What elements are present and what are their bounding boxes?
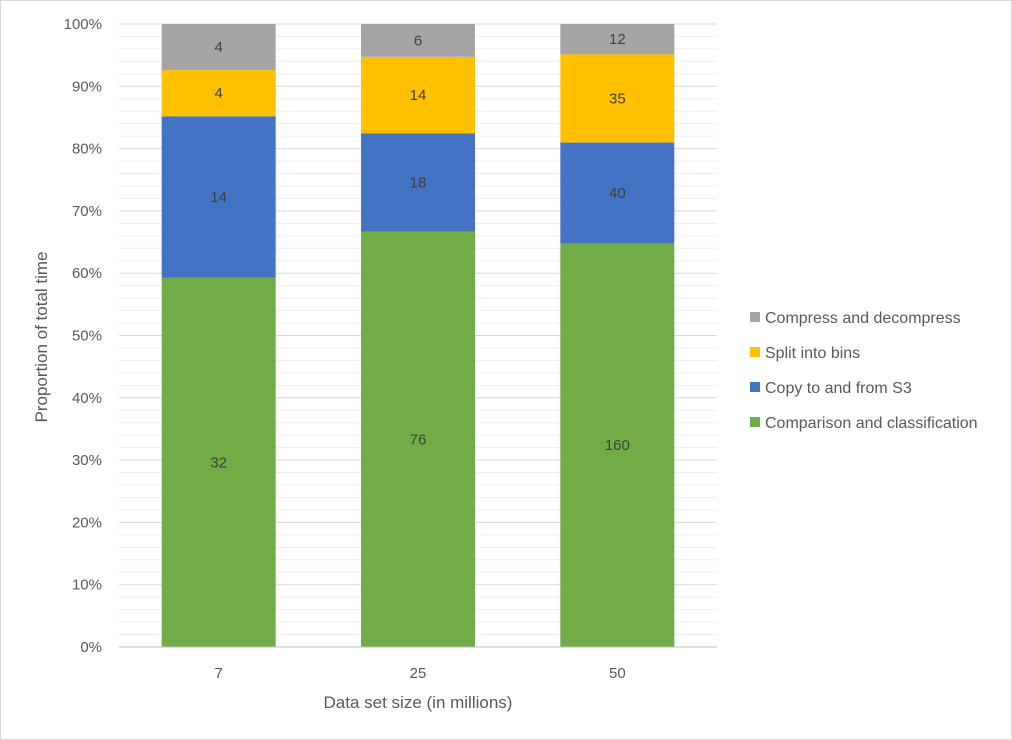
- data-label: 14: [410, 87, 427, 104]
- legend-label: Compress and decompress: [765, 310, 961, 327]
- y-tick-label: 60%: [72, 265, 102, 282]
- x-tick-label: 7: [214, 665, 222, 682]
- y-tick-label: 100%: [64, 16, 102, 33]
- data-label: 18: [410, 174, 427, 191]
- x-tick-label: 50: [609, 665, 626, 682]
- bar-segment: [361, 133, 475, 232]
- bar-segment: [560, 54, 675, 143]
- x-tick-label: 25: [410, 665, 427, 682]
- y-tick-label: 90%: [72, 78, 102, 95]
- data-label: 76: [410, 431, 427, 448]
- bar-segment: [560, 243, 675, 647]
- data-label: 40: [609, 185, 626, 202]
- bar-segment: [361, 24, 475, 57]
- bar-segment: [161, 116, 276, 278]
- bar-segment: [161, 277, 276, 647]
- bars: [161, 24, 675, 647]
- data-label: 14: [210, 189, 227, 206]
- data-label: 160: [605, 437, 630, 454]
- bar-segment: [361, 56, 475, 134]
- y-axis: 0% 10% 20% 30% 40% 50% 60% 70% 80% 90% 100%: [64, 16, 102, 656]
- data-labels: 32 14 4 4 76 18 14 6 160 40 35 12: [210, 31, 630, 471]
- y-tick-label: 70%: [72, 203, 102, 220]
- data-label: 4: [214, 85, 222, 102]
- bar-segment: [560, 142, 675, 244]
- data-label: 12: [609, 31, 626, 48]
- data-label: 32: [210, 454, 227, 471]
- legend-label: Split into bins: [765, 345, 860, 362]
- legend: Compress and decompress Split into bins Co…: [750, 310, 978, 432]
- legend-label: Comparison and classification: [765, 415, 978, 432]
- x-axis-title: Data set size (in millions): [324, 693, 513, 712]
- legend-swatch: [750, 417, 760, 427]
- legend-swatch: [750, 382, 760, 392]
- x-axis: 7 25 50: [119, 646, 717, 682]
- data-label: 4: [214, 39, 222, 56]
- data-label: 35: [609, 90, 626, 107]
- bar-segment: [361, 231, 475, 647]
- legend-swatch: [750, 347, 760, 357]
- data-label: 6: [414, 32, 422, 49]
- bar-segment: [560, 24, 675, 55]
- y-tick-label: 80%: [72, 141, 102, 158]
- bar-segment: [161, 24, 276, 71]
- y-tick-label: 0%: [80, 639, 102, 656]
- legend-label: Copy to and from S3: [765, 380, 912, 397]
- y-tick-label: 10%: [72, 577, 102, 594]
- y-tick-label: 50%: [72, 328, 102, 345]
- y-tick-label: 30%: [72, 452, 102, 469]
- y-tick-label: 20%: [72, 514, 102, 531]
- bar-segment: [161, 70, 276, 117]
- y-axis-title: Proportion of total time: [32, 251, 51, 422]
- legend-swatch: [750, 312, 760, 322]
- y-tick-label: 40%: [72, 390, 102, 407]
